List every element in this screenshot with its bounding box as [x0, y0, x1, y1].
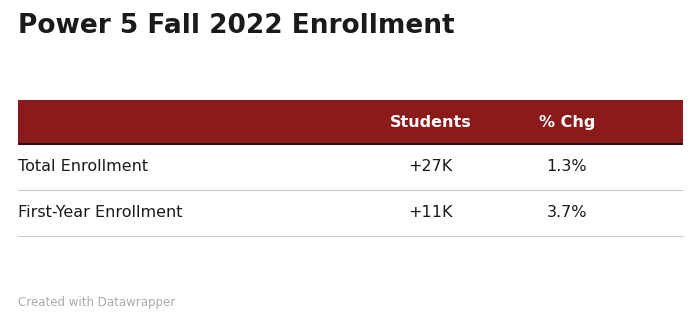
Text: Power 5 Fall 2022 Enrollment: Power 5 Fall 2022 Enrollment	[18, 13, 454, 39]
FancyBboxPatch shape	[18, 100, 682, 144]
Text: First-Year Enrollment: First-Year Enrollment	[18, 205, 182, 220]
FancyBboxPatch shape	[18, 144, 682, 190]
FancyBboxPatch shape	[18, 190, 682, 236]
Text: Students: Students	[390, 115, 471, 130]
Text: Created with Datawrapper: Created with Datawrapper	[18, 296, 175, 309]
Text: +27K: +27K	[408, 159, 453, 174]
Text: +11K: +11K	[408, 205, 453, 220]
Text: % Chg: % Chg	[539, 115, 595, 130]
Text: 3.7%: 3.7%	[547, 205, 587, 220]
Text: 1.3%: 1.3%	[547, 159, 587, 174]
Text: Total Enrollment: Total Enrollment	[18, 159, 148, 174]
